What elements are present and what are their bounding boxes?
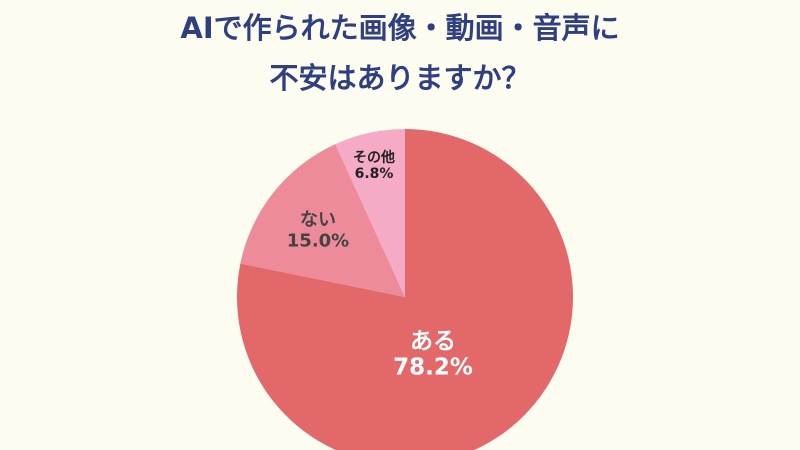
value-label: 15.0%	[287, 230, 349, 251]
slice-label: ある	[410, 328, 456, 354]
slice-label: ない	[300, 210, 336, 231]
slice-label: その他	[353, 149, 395, 166]
value-label: 78.2%	[393, 355, 473, 381]
pie-slice	[335, 129, 405, 297]
chart-title: 不安はありますか？	[269, 61, 530, 95]
chart-title: AIで作られた画像・動画・音声に	[180, 11, 619, 45]
pie-slice	[240, 144, 405, 297]
value-label: 6.8%	[355, 166, 394, 182]
pie-slice	[237, 129, 573, 450]
